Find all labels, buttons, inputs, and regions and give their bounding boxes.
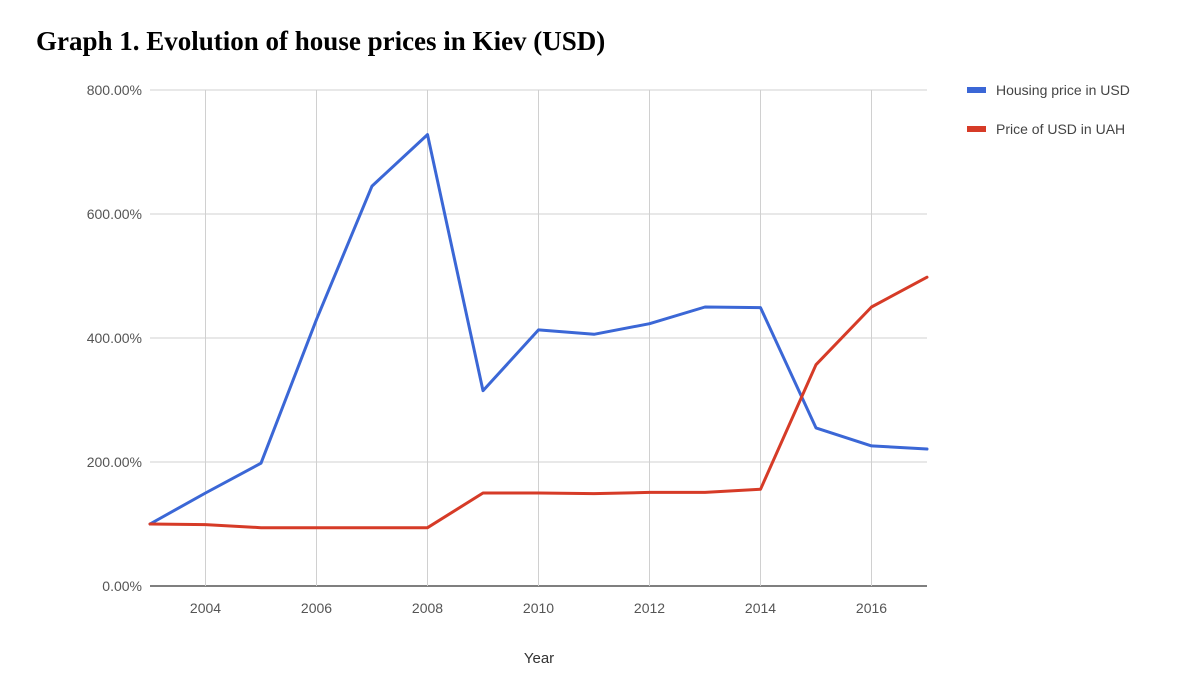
x-tick-label: 2014	[745, 600, 776, 616]
x-tick-labels: 2004 2006 2008 2010 2012 2014 2016	[190, 600, 887, 616]
x-axis-label: Year	[524, 650, 554, 667]
x-tick-label: 2008	[412, 600, 443, 616]
y-tick-label: 200.00%	[87, 454, 142, 470]
grid-lines	[150, 89, 927, 587]
x-tick-label: 2016	[856, 600, 887, 616]
chart-title: Graph 1. Evolution of house prices in Ki…	[36, 26, 606, 56]
legend-swatch	[967, 87, 986, 93]
x-tick-label: 2006	[301, 600, 332, 616]
x-tick-label: 2004	[190, 600, 221, 616]
y-tick-label: 800.00%	[87, 82, 142, 98]
y-tick-label: 600.00%	[87, 206, 142, 222]
y-tick-label: 0.00%	[102, 578, 142, 594]
legend-label: Price of USD in UAH	[996, 121, 1125, 137]
x-tick-label: 2010	[523, 600, 554, 616]
legend-label: Housing price in USD	[996, 82, 1130, 98]
legend-swatch	[967, 126, 986, 132]
series-line-usd-price	[148, 275, 929, 530]
y-tick-labels: 0.00% 200.00% 400.00% 600.00% 800.00%	[87, 82, 142, 594]
x-tick-label: 2012	[634, 600, 665, 616]
series-line-housing-price	[148, 133, 929, 526]
y-tick-label: 400.00%	[87, 330, 142, 346]
series-lines	[148, 133, 929, 530]
legend: Housing price in USD Price of USD in UAH	[967, 82, 1130, 137]
